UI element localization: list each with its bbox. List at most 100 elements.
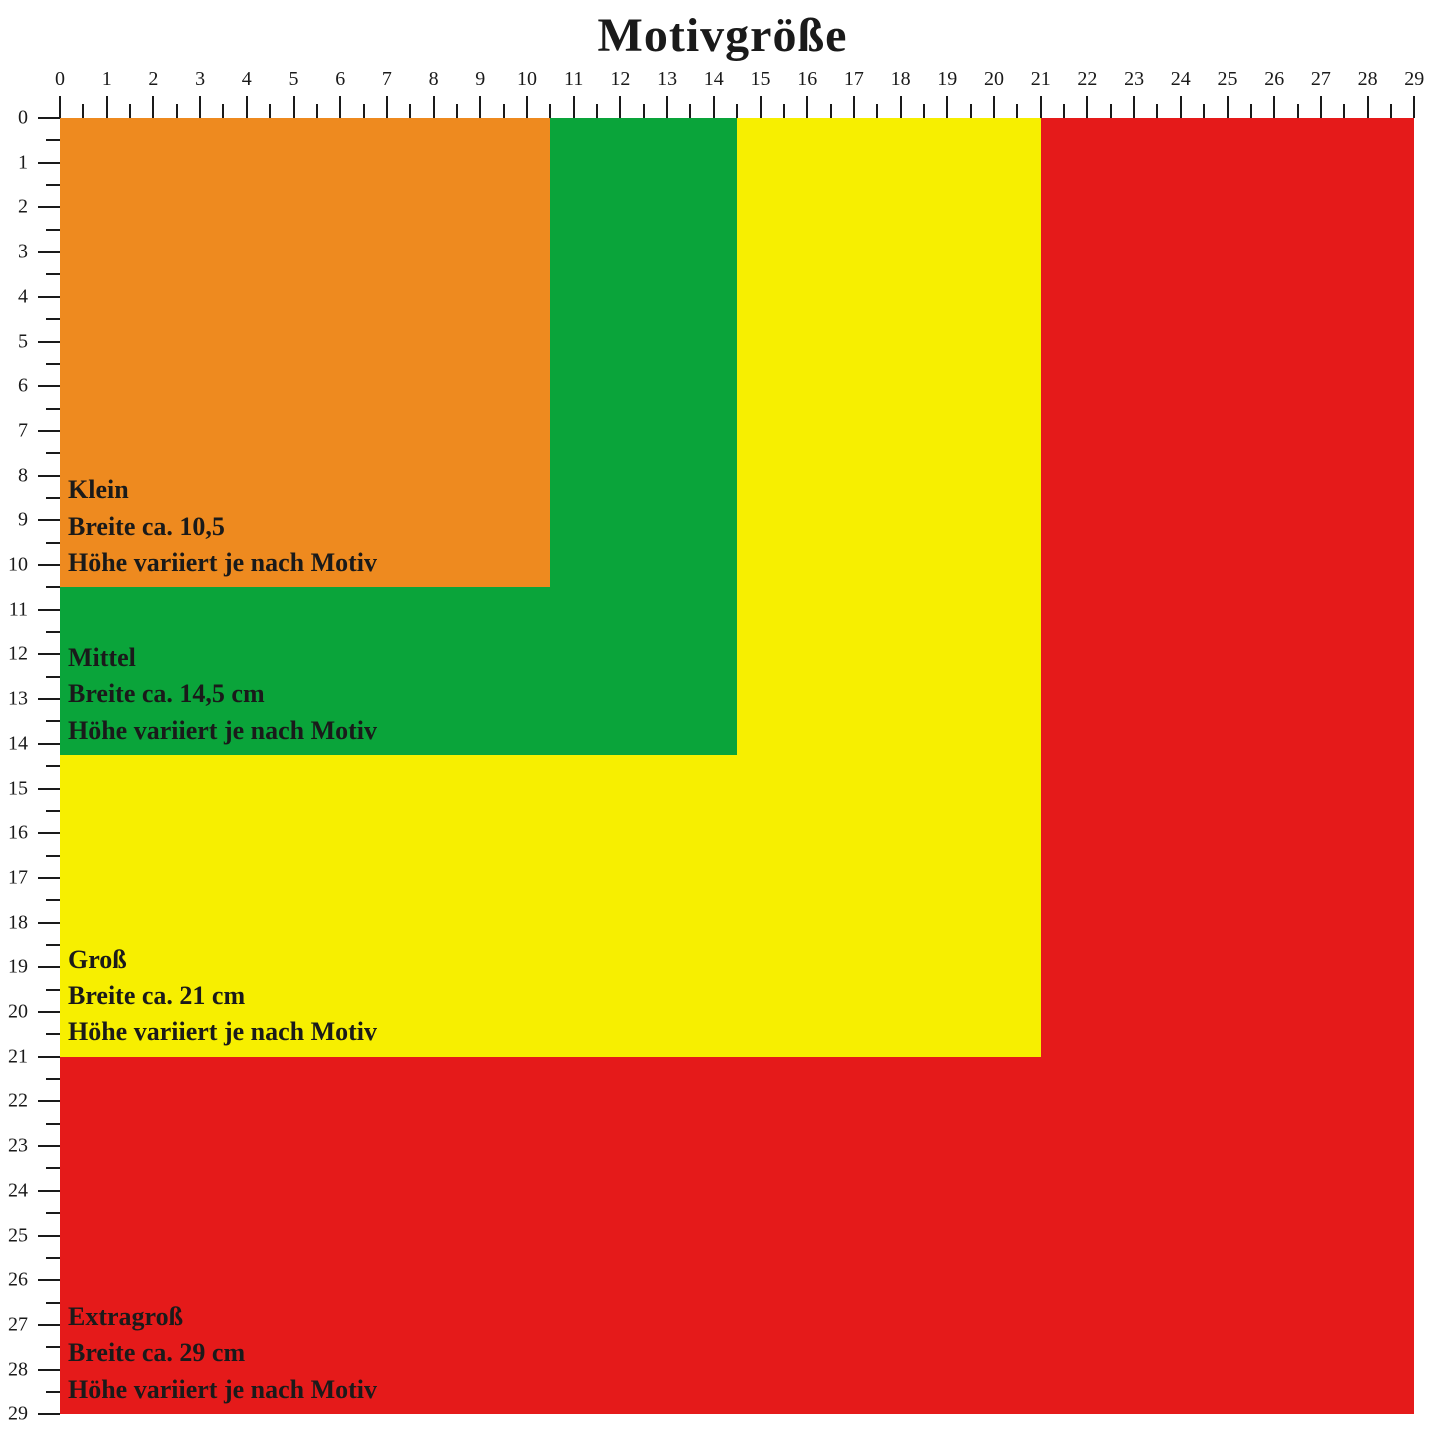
ruler-left-tick-minor: [46, 944, 60, 946]
ruler-top-label: 4: [242, 68, 252, 91]
ruler-left-tick-minor: [46, 855, 60, 857]
ruler-top-tick-major: [199, 96, 201, 118]
ruler-top-label: 1: [102, 68, 112, 91]
ruler-left-label: 20: [0, 1001, 28, 1024]
size-box-label: ExtragroßBreite ca. 29 cmHöhe variiert j…: [68, 1299, 377, 1408]
ruler-left-label: 13: [0, 688, 28, 711]
ruler-left-tick-minor: [46, 273, 60, 275]
size-box-label: KleinBreite ca. 10,5Höhe variiert je nac…: [68, 472, 377, 581]
ruler-top-label: 17: [844, 68, 864, 91]
ruler-top-tick-minor: [269, 104, 271, 118]
ruler-top-tick-major: [59, 96, 61, 118]
ruler-top-tick-minor: [549, 104, 551, 118]
ruler-top-label: 6: [335, 68, 345, 91]
ruler-top-tick-major: [1413, 96, 1415, 118]
size-box-label-line: Breite ca. 29 cm: [68, 1335, 377, 1371]
ruler-left-tick-minor: [46, 631, 60, 633]
size-box-label-line: Mittel: [68, 640, 377, 676]
ruler-top-label: 16: [797, 68, 817, 91]
ruler-left-tick-major: [38, 1369, 60, 1371]
ruler-left-tick-minor: [46, 989, 60, 991]
ruler-top-tick-minor: [176, 104, 178, 118]
ruler-left-tick-major: [38, 1413, 60, 1415]
ruler-top-tick-minor: [1016, 104, 1018, 118]
ruler-top-tick-major: [433, 96, 435, 118]
ruler-top-label: 3: [195, 68, 205, 91]
ruler-top-tick-minor: [596, 104, 598, 118]
ruler-top-tick-minor: [1203, 104, 1205, 118]
ruler-top-tick-minor: [456, 104, 458, 118]
ruler-left: 0123456789101112131415161718192021222324…: [0, 118, 60, 1445]
ruler-left-tick-minor: [46, 497, 60, 499]
ruler-top-tick-major: [900, 96, 902, 118]
ruler-top-label: 20: [984, 68, 1004, 91]
ruler-top-label: 15: [751, 68, 771, 91]
ruler-top-label: 14: [704, 68, 724, 91]
ruler-top-label: 29: [1404, 68, 1424, 91]
ruler-left-tick-major: [38, 1100, 60, 1102]
ruler-left-tick-minor: [46, 1167, 60, 1169]
ruler-top-tick-major: [152, 96, 154, 118]
ruler-left-label: 24: [0, 1179, 28, 1202]
ruler-left-tick-major: [38, 475, 60, 477]
ruler-left-label: 18: [0, 911, 28, 934]
ruler-left-tick-minor: [46, 676, 60, 678]
ruler-top-tick-major: [619, 96, 621, 118]
ruler-left-tick-minor: [46, 139, 60, 141]
ruler-top-tick-major: [1133, 96, 1135, 118]
ruler-left-tick-minor: [46, 1033, 60, 1035]
size-box-label-line: Breite ca. 10,5: [68, 509, 377, 545]
ruler-left-tick-major: [38, 430, 60, 432]
ruler-top-label: 5: [289, 68, 299, 91]
ruler-top-tick-minor: [503, 104, 505, 118]
ruler-top-tick-major: [1320, 96, 1322, 118]
ruler-top-tick-minor: [222, 104, 224, 118]
ruler-left-label: 14: [0, 732, 28, 755]
ruler-top-label: 8: [429, 68, 439, 91]
ruler-left-tick-major: [38, 519, 60, 521]
ruler-top-tick-major: [1040, 96, 1042, 118]
ruler-top-tick-minor: [736, 104, 738, 118]
size-box-label-line: Höhe variiert je nach Motiv: [68, 545, 377, 581]
ruler-left-tick-minor: [46, 229, 60, 231]
ruler-top-tick-minor: [643, 104, 645, 118]
ruler-left-label: 9: [0, 509, 28, 532]
ruler-top-tick-minor: [830, 104, 832, 118]
ruler-left-tick-major: [38, 341, 60, 343]
ruler-left-tick-major: [38, 1145, 60, 1147]
ruler-left-tick-major: [38, 743, 60, 745]
ruler-left-label: 23: [0, 1135, 28, 1158]
ruler-top-tick-minor: [1110, 104, 1112, 118]
ruler-left-label: 3: [0, 241, 28, 264]
ruler-top-tick-minor: [1156, 104, 1158, 118]
ruler-left-tick-minor: [46, 1078, 60, 1080]
ruler-top-label: 12: [610, 68, 630, 91]
size-box-label-line: Höhe variiert je nach Motiv: [68, 713, 377, 749]
ruler-top-label: 10: [517, 68, 537, 91]
ruler-top-tick-major: [1273, 96, 1275, 118]
ruler-left-label: 6: [0, 375, 28, 398]
size-diagram: Motivgröße 01234567891011121314151617181…: [0, 0, 1445, 1445]
ruler-left-tick-major: [38, 251, 60, 253]
ruler-top-tick-minor: [923, 104, 925, 118]
ruler-top-tick-minor: [783, 104, 785, 118]
ruler-top-tick-major: [760, 96, 762, 118]
ruler-top-label: 18: [891, 68, 911, 91]
ruler-left-tick-minor: [46, 542, 60, 544]
size-box-label-line: Höhe variiert je nach Motiv: [68, 1372, 377, 1408]
ruler-left-label: 21: [0, 1045, 28, 1068]
ruler-top-tick-minor: [409, 104, 411, 118]
ruler-left-label: 8: [0, 464, 28, 487]
ruler-top-tick-major: [946, 96, 948, 118]
ruler-top-label: 7: [382, 68, 392, 91]
ruler-top-tick-major: [479, 96, 481, 118]
ruler-left-tick-major: [38, 877, 60, 879]
ruler-left-label: 27: [0, 1313, 28, 1336]
ruler-left-tick-minor: [46, 1391, 60, 1393]
size-box-label: MittelBreite ca. 14,5 cmHöhe variiert je…: [68, 640, 377, 749]
diagram-title: Motivgröße: [0, 8, 1445, 63]
ruler-left-tick-major: [38, 609, 60, 611]
ruler-top-tick-major: [106, 96, 108, 118]
ruler-left-tick-minor: [46, 452, 60, 454]
ruler-left-label: 26: [0, 1269, 28, 1292]
